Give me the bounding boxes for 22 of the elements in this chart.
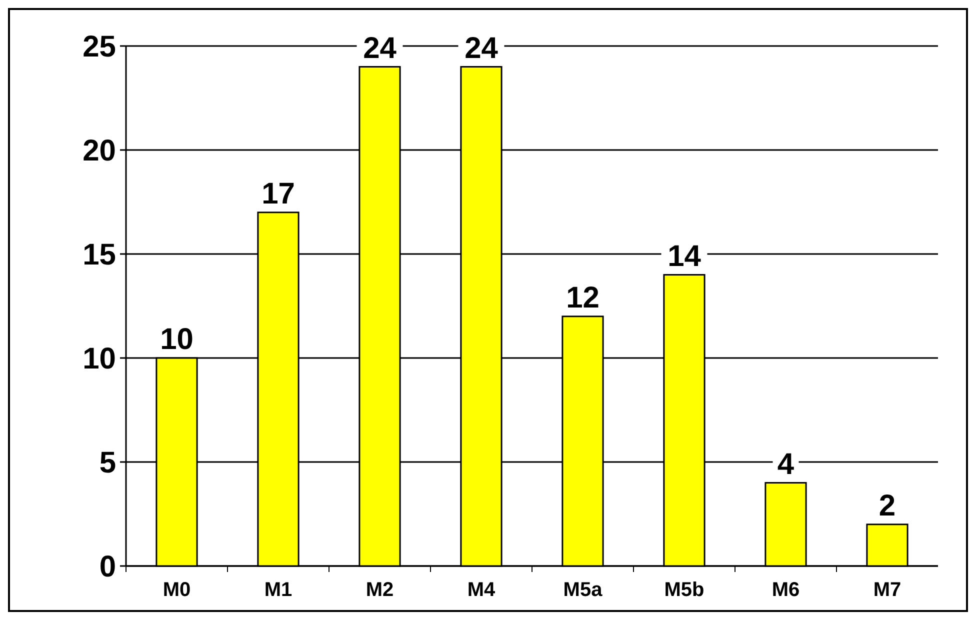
data-label: 14: [668, 240, 702, 273]
x-tick-label: M1: [264, 579, 292, 601]
y-tick-label: 20: [82, 134, 116, 168]
y-tick-label: 5: [99, 446, 116, 480]
y-tick-label: 25: [82, 30, 116, 64]
x-tick-label: M7: [873, 579, 902, 601]
data-label: 4: [777, 448, 794, 481]
y-tick-label: 0: [99, 550, 116, 584]
x-tick-label: M5a: [563, 579, 604, 601]
y-tick-label: 15: [82, 238, 116, 272]
y-tick-label: 10: [82, 342, 116, 376]
x-tick-label: M0: [162, 579, 191, 601]
data-label: 17: [262, 177, 295, 210]
x-tick-label: M2: [366, 579, 394, 601]
data-label: 10: [160, 323, 194, 356]
x-tick-label: M6: [772, 579, 800, 601]
data-label: 2: [878, 489, 896, 522]
data-label: 12: [566, 281, 600, 314]
x-tick-label: M5b: [664, 579, 704, 601]
data-label: 24: [464, 32, 498, 65]
data-label: 24: [363, 32, 397, 65]
x-tick-label: M4: [467, 579, 496, 601]
